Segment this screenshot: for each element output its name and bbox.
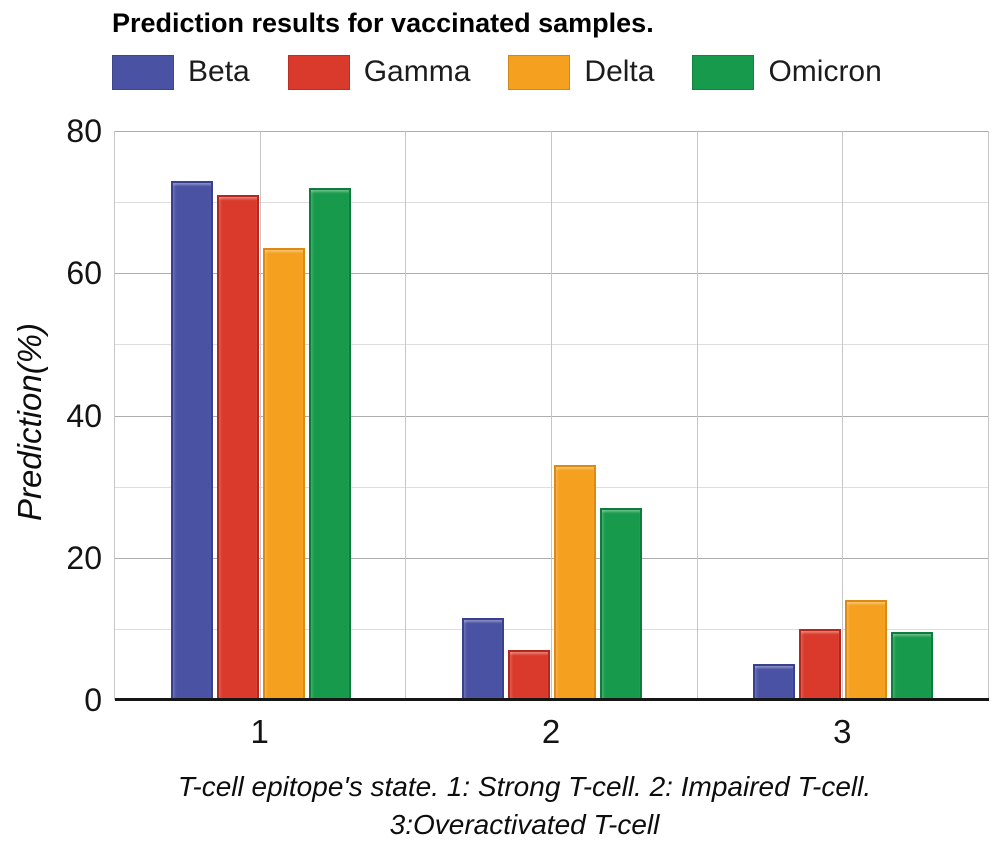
bar-gamma-group2 <box>508 650 550 700</box>
bar-omicron-group1 <box>308 187 351 700</box>
x-axis-line <box>115 698 989 701</box>
gridline-h-major-80 <box>115 131 989 132</box>
gridline-h-major-20 <box>115 557 989 559</box>
legend-item-delta: Delta <box>508 54 654 90</box>
caption-line-1: T-cell epitope's state. 1: Strong T-cell… <box>177 771 872 802</box>
gridline-v-2 <box>405 131 407 700</box>
caption-line-2: 3:Overactivated T-cell <box>389 809 660 840</box>
bar-omicron-group3 <box>891 632 934 700</box>
x-tick-label-1: 1 <box>250 713 269 750</box>
legend-label: Gamma <box>363 55 471 88</box>
legend-label: Beta <box>188 55 250 88</box>
legend-swatch-gamma <box>287 54 350 90</box>
x-tick-label-3: 3 <box>833 713 852 750</box>
plot-right-border <box>988 131 989 700</box>
legend-swatch-delta <box>508 54 571 90</box>
y-tick-label-80: 80 <box>66 113 102 149</box>
gridline-v-1 <box>259 131 261 700</box>
bar-beta-group2 <box>462 618 504 700</box>
bar-omicron-group2 <box>600 507 642 700</box>
bar-gamma-group3 <box>799 628 842 700</box>
gridline-h-major-60 <box>115 273 989 275</box>
x-tick-label-2: 2 <box>541 713 561 750</box>
bar-delta-group3 <box>845 600 888 700</box>
gridline-v-5 <box>842 131 844 700</box>
bar-gamma-group1 <box>216 195 259 700</box>
gridline-h-minor-70 <box>115 202 989 204</box>
legend-item-gamma: Gamma <box>287 54 471 90</box>
legend-item-beta: Beta <box>112 54 250 90</box>
gridline-h-major-40 <box>115 415 989 417</box>
legend-label: Delta <box>584 55 655 88</box>
y-tick-label-60: 60 <box>66 255 102 292</box>
legend-swatch-omicron <box>692 54 755 90</box>
bar-beta-group1 <box>170 180 213 700</box>
legend: Beta Gamma Delta Omicron <box>112 54 882 90</box>
bar-delta-group2 <box>554 465 596 700</box>
bar-beta-group3 <box>753 664 796 700</box>
legend-item-omicron: Omicron <box>692 54 882 90</box>
legend-swatch-beta <box>112 54 174 90</box>
chart-title: Prediction results for vaccinated sample… <box>112 8 654 38</box>
y-tick-label-40: 40 <box>66 397 102 434</box>
y-tick-label-0: 0 <box>84 682 102 718</box>
legend-label: Omicron <box>768 55 882 88</box>
y-tick-label-20: 20 <box>66 539 102 576</box>
plot-area <box>114 131 989 701</box>
gridline-v-3 <box>551 131 552 700</box>
bar-delta-group1 <box>262 248 305 700</box>
gridline-h-minor-50 <box>115 344 989 346</box>
gridline-h-minor-10 <box>115 628 989 630</box>
gridline-v-4 <box>696 131 698 700</box>
gridline-h-minor-30 <box>115 486 989 488</box>
x-axis-caption: T-cell epitope's state. 1: Strong T-cell… <box>27 768 995 844</box>
